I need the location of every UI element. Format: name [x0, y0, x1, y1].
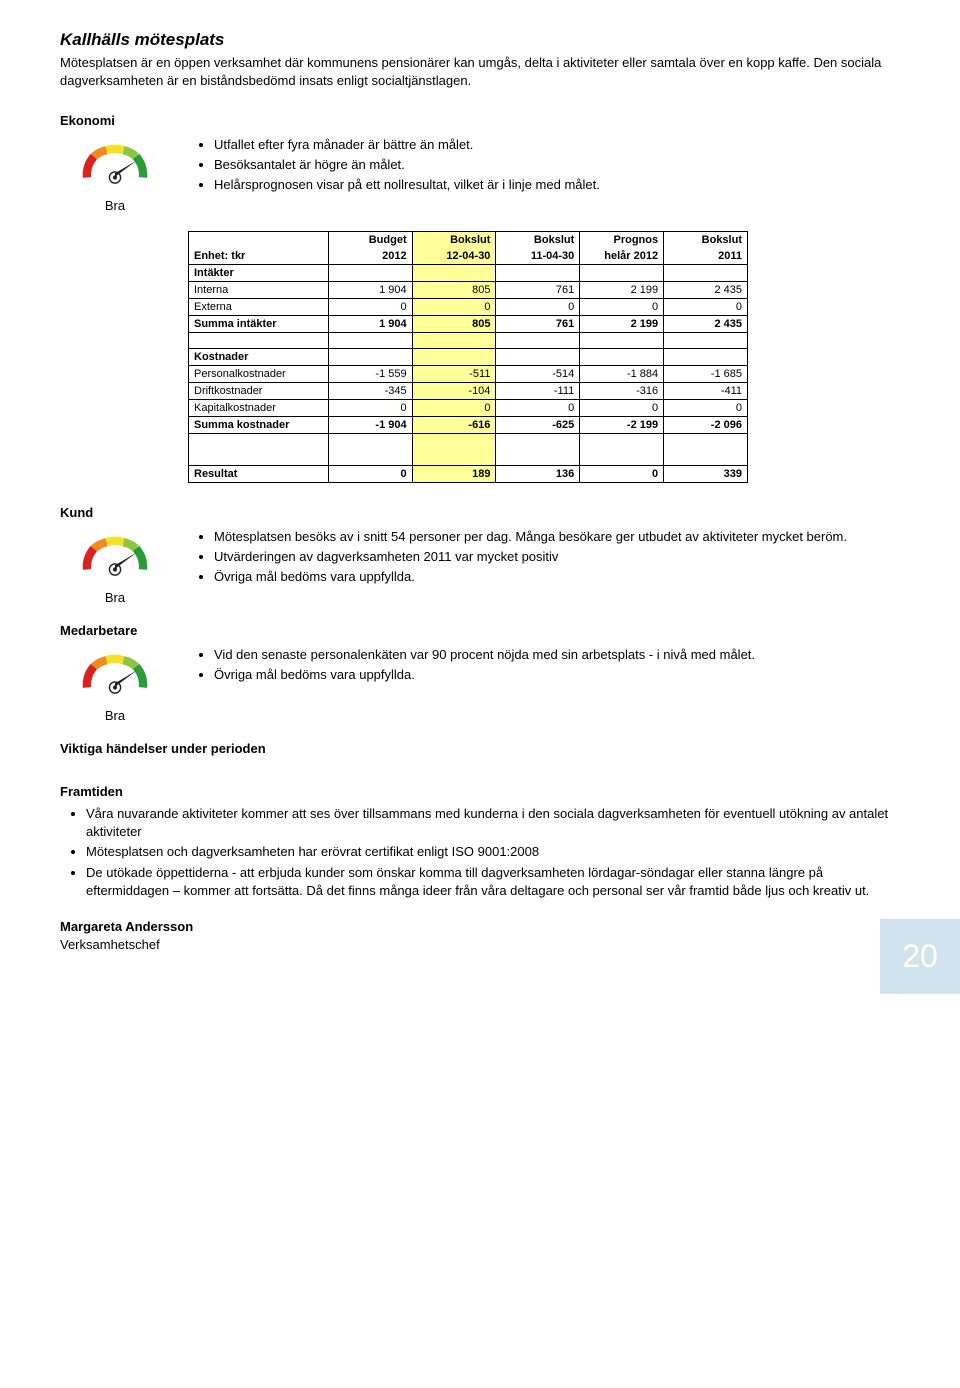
th: Prognos [580, 232, 664, 249]
cell: 0 [580, 299, 664, 316]
viktiga-heading: Viktiga händelser under perioden [60, 741, 900, 756]
gauge-label-kund: Bra [60, 590, 170, 605]
medarbetare-bullets: Vid den senaste personalenkäten var 90 p… [188, 646, 900, 684]
cell: -2 199 [580, 417, 664, 434]
cell: -1 559 [328, 366, 412, 383]
gauge-label-medarbetare: Bra [60, 708, 170, 723]
sum-label: Summa intäkter [189, 316, 329, 333]
intro-text: Mötesplatsen är en öppen verksamhet där … [60, 54, 900, 89]
th: 11-04-30 [496, 248, 580, 265]
cell: 189 [412, 466, 496, 483]
cell: 2 435 [664, 282, 748, 299]
gauge-icon [60, 646, 170, 706]
cell: 0 [496, 299, 580, 316]
cell: 0 [664, 299, 748, 316]
cell: 1 904 [328, 316, 412, 333]
cell: 2 199 [580, 316, 664, 333]
cell: 0 [496, 400, 580, 417]
cell: 805 [412, 282, 496, 299]
cell: 2 435 [664, 316, 748, 333]
cell: -2 096 [664, 417, 748, 434]
list-item: Mötesplatsen och dagverksamheten har erö… [86, 843, 900, 861]
cell: 1 904 [328, 282, 412, 299]
list-item: Utfallet efter fyra månader är bättre än… [214, 136, 900, 154]
row-label: Kapitalkostnader [189, 400, 329, 417]
th: 12-04-30 [412, 248, 496, 265]
cell: -1 904 [328, 417, 412, 434]
cell: -316 [580, 383, 664, 400]
row-label: Driftkostnader [189, 383, 329, 400]
list-item: Vid den senaste personalenkäten var 90 p… [214, 646, 900, 664]
gauge-label-ekonomi: Bra [60, 198, 170, 213]
th: 2011 [664, 248, 748, 265]
signature-role: Verksamhetschef [60, 936, 900, 954]
cell: 136 [496, 466, 580, 483]
th: Bokslut [664, 232, 748, 249]
cell: -625 [496, 417, 580, 434]
result-label: Resultat [189, 466, 329, 483]
sum-label: Summa kostnader [189, 417, 329, 434]
th: 2012 [328, 248, 412, 265]
cell: 2 199 [580, 282, 664, 299]
cell: 0 [412, 299, 496, 316]
kund-bullets: Mötesplatsen besöks av i snitt 54 person… [188, 528, 900, 587]
ekonomi-bullets: Utfallet efter fyra månader är bättre än… [188, 136, 900, 195]
page-number-box: 20 [880, 919, 960, 994]
cell: 761 [496, 316, 580, 333]
cell: 761 [496, 282, 580, 299]
cell: -345 [328, 383, 412, 400]
cell: -411 [664, 383, 748, 400]
cell: -514 [496, 366, 580, 383]
list-item: Helårsprognosen visar på ett nollresulta… [214, 176, 900, 194]
cell: 339 [664, 466, 748, 483]
cell: -1 685 [664, 366, 748, 383]
group-label: Intäkter [189, 265, 329, 282]
cell: 0 [328, 466, 412, 483]
th: Budget [328, 232, 412, 249]
list-item: Mötesplatsen besöks av i snitt 54 person… [214, 528, 900, 546]
cell: 0 [580, 400, 664, 417]
cell: 0 [412, 400, 496, 417]
list-item: Besöksantalet är högre än målet. [214, 156, 900, 174]
row-label: Personalkostnader [189, 366, 329, 383]
kund-heading: Kund [60, 505, 900, 520]
cell: 0 [328, 299, 412, 316]
cell: 0 [580, 466, 664, 483]
page-number: 20 [902, 938, 938, 975]
th: Bokslut [496, 232, 580, 249]
medarbetare-heading: Medarbetare [60, 623, 900, 638]
th [189, 232, 329, 249]
financial-table: Budget Bokslut Bokslut Prognos Bokslut E… [188, 231, 748, 483]
list-item: De utökade öppettiderna - att erbjuda ku… [86, 864, 900, 900]
cell: -1 884 [580, 366, 664, 383]
list-item: Utvärderingen av dagverksamheten 2011 va… [214, 548, 900, 566]
list-item: Övriga mål bedöms vara uppfyllda. [214, 666, 900, 684]
gauge-icon [60, 528, 170, 588]
signature-name: Margareta Andersson [60, 918, 900, 936]
cell: 0 [328, 400, 412, 417]
cell: 805 [412, 316, 496, 333]
framtiden-heading: Framtiden [60, 784, 900, 799]
list-item: Övriga mål bedöms vara uppfyllda. [214, 568, 900, 586]
cell: 0 [664, 400, 748, 417]
th: helår 2012 [580, 248, 664, 265]
row-label: Externa [189, 299, 329, 316]
row-label: Interna [189, 282, 329, 299]
cell: -104 [412, 383, 496, 400]
ekonomi-heading: Ekonomi [60, 113, 900, 128]
th: Enhet: tkr [189, 248, 329, 265]
page-title: Kallhälls mötesplats [60, 30, 900, 50]
framtiden-bullets: Våra nuvarande aktiviteter kommer att se… [60, 805, 900, 900]
cell: -111 [496, 383, 580, 400]
list-item: Våra nuvarande aktiviteter kommer att se… [86, 805, 900, 841]
group-label: Kostnader [189, 349, 329, 366]
cell: -616 [412, 417, 496, 434]
th: Bokslut [412, 232, 496, 249]
gauge-icon [60, 136, 170, 196]
cell: -511 [412, 366, 496, 383]
